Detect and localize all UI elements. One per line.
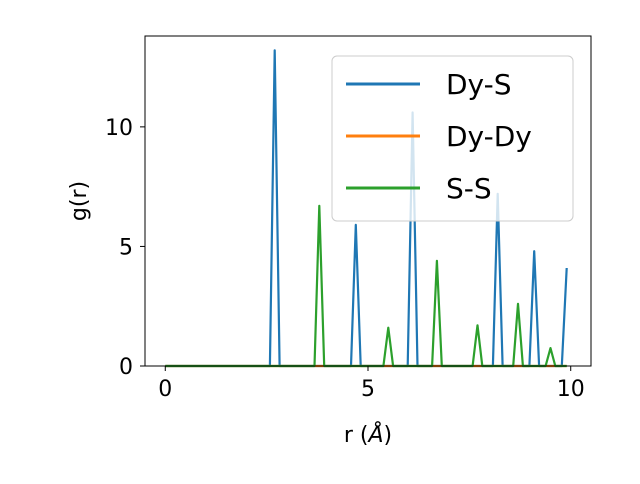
legend-label: S-S (446, 172, 492, 205)
legend-label: Dy-Dy (446, 120, 532, 153)
x-axis-label: r (Å) (344, 421, 392, 448)
x-tick-label: 10 (557, 377, 585, 402)
x-tick-label: 0 (158, 377, 172, 402)
legend-label: Dy-S (446, 68, 512, 101)
y-tick-label: 0 (119, 355, 133, 380)
series-line-dy-s (165, 49, 568, 368)
y-tick-label: 5 (119, 235, 133, 260)
y-axis-label: g(r) (67, 181, 92, 221)
legend-box (331, 55, 574, 222)
legend: Dy-S Dy-Dy S-S (331, 55, 574, 222)
y-tick-label: 10 (105, 116, 133, 141)
ticks-layer: 0 5 10 0 5 10 (105, 116, 585, 402)
x-tick-label: 5 (361, 377, 375, 402)
